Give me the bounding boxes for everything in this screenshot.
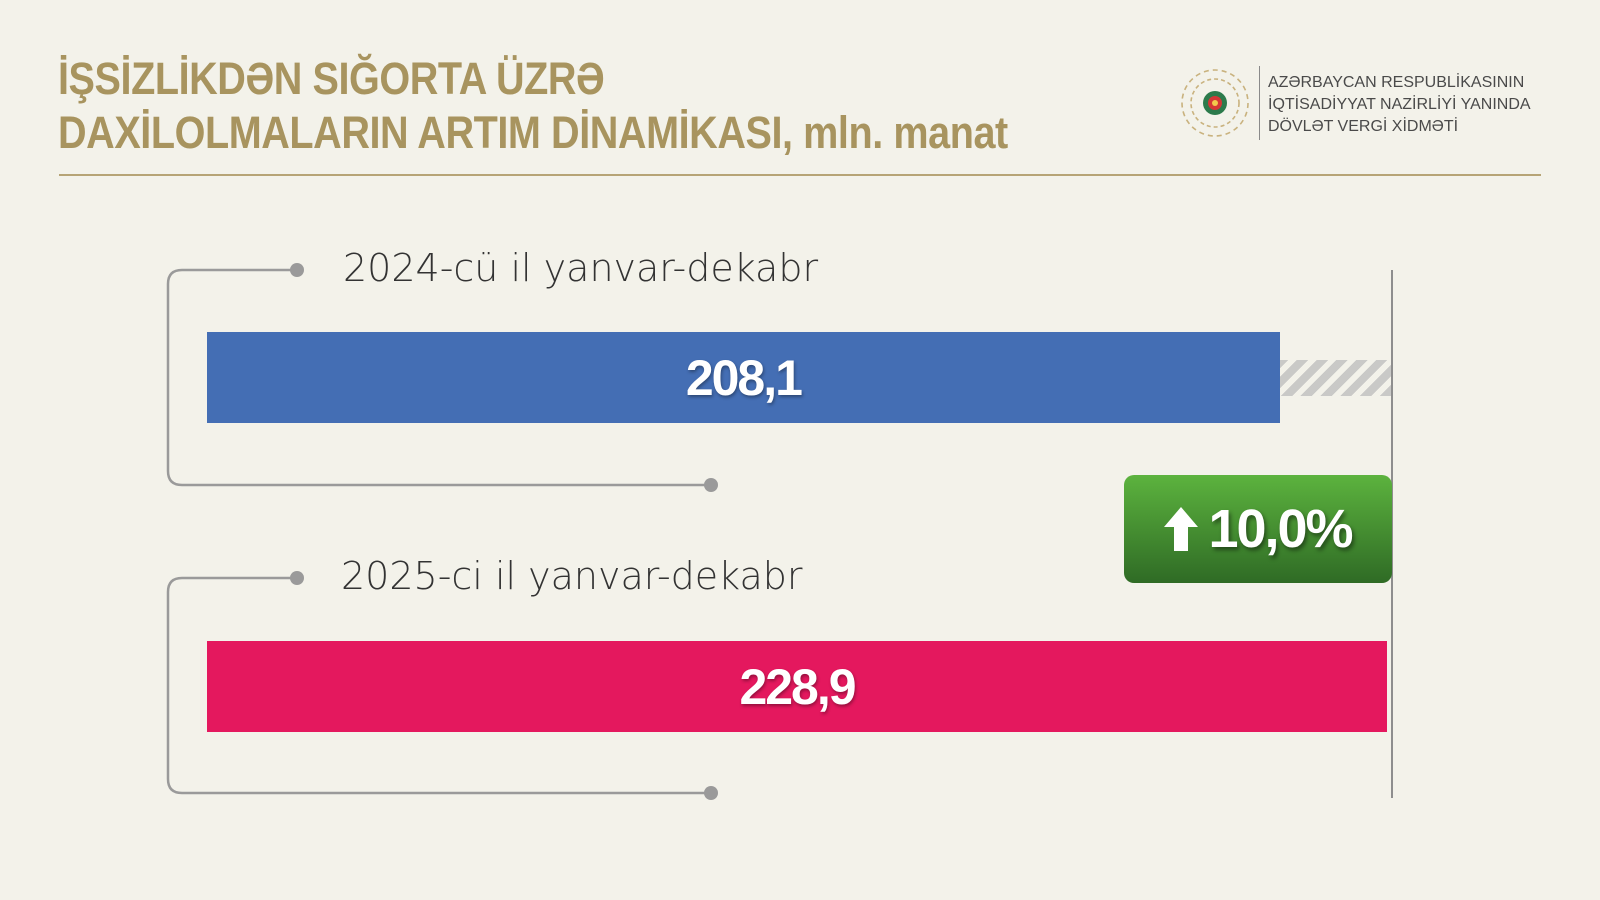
org-line-2: İQTİSADİYYAT NAZİRLİYİ YANINDA xyxy=(1268,96,1531,113)
growth-value: 10,0% xyxy=(1208,499,1353,559)
bracket-2025 xyxy=(166,576,711,795)
logo-separator xyxy=(1259,66,1260,140)
difference-hatch xyxy=(1279,360,1391,396)
org-line-3: DÖVLƏT VERGİ XİDMƏTİ xyxy=(1268,118,1459,135)
arrow-up-icon xyxy=(1164,507,1199,551)
bracket-2024 xyxy=(166,268,711,487)
bar-2025: 228,9 xyxy=(207,641,1387,732)
org-line-1: AZƏRBAYCAN RESPUBLİKASININ xyxy=(1268,74,1525,91)
category-label-2025: 2025-ci il yanvar-dekabr xyxy=(341,554,803,598)
emblem-logo xyxy=(1181,69,1249,137)
growth-badge: 10,0% xyxy=(1124,475,1392,583)
category-label-2024: 2024-cü il yanvar-dekabr xyxy=(343,246,819,290)
title-line-1: İŞSİZLİKDƏN SIĞORTA ÜZRƏ xyxy=(58,53,605,104)
organization-name: AZƏRBAYCAN RESPUBLİKASININ İQTİSADİYYAT … xyxy=(1268,72,1531,138)
title-line-2: DAXİLOLMALARIN ARTIM DİNAMİKASI, mln. ma… xyxy=(58,107,1008,158)
value-label-2024: 208,1 xyxy=(685,349,803,406)
page-title: İŞSİZLİKDƏN SIĞORTA ÜZRƏ DAXİLOLMALARIN … xyxy=(58,52,1008,160)
max-reference-line xyxy=(1391,270,1393,798)
value-label-2025: 228,9 xyxy=(739,658,856,715)
divider xyxy=(59,174,1541,176)
bar-2024: 208,1 xyxy=(207,332,1280,423)
